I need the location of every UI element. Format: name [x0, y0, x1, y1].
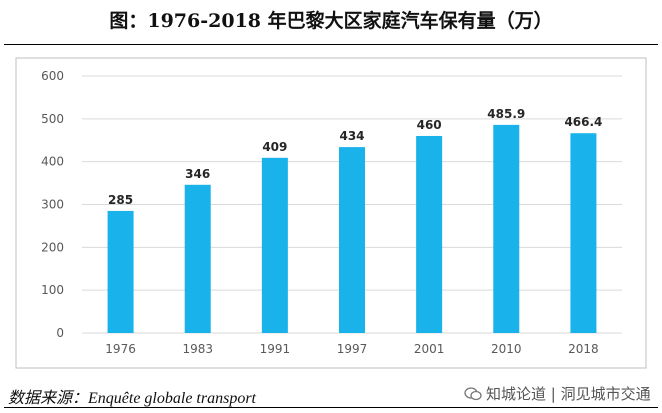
data-label: 466.4: [564, 115, 602, 129]
bar: [416, 135, 443, 333]
y-tick-label: 600: [41, 69, 64, 83]
bar: [107, 210, 134, 333]
y-tick-label: 500: [41, 112, 64, 126]
source-note: 数据来源：Enquête globale transport: [8, 390, 256, 407]
chart-frame: [15, 57, 647, 369]
data-label: 409: [262, 140, 287, 154]
data-label: 460: [417, 118, 442, 132]
x-tick-label: 2018: [568, 342, 599, 356]
page-title: 图：1976-2018 年巴黎大区家庭汽车保有量（万）: [109, 10, 553, 32]
y-tick-label: 400: [41, 155, 64, 169]
x-axis-ticks: 1976 1983 1991 1997 2001 2010 2018: [105, 342, 598, 356]
x-tick-label: 1991: [260, 342, 291, 356]
watermark: 知城论道 | 洞见城市交通: [464, 383, 651, 404]
data-label: 346: [185, 167, 210, 181]
data-label: 485.9: [487, 107, 525, 121]
bar: [261, 157, 288, 333]
gridlines: [82, 75, 622, 334]
bar: [339, 147, 365, 333]
bar: [184, 184, 211, 333]
data-label: 434: [339, 129, 364, 143]
y-axis-ticks: 0 100 200 300 400 500 600: [41, 69, 64, 340]
data-label: 285: [108, 193, 133, 207]
watermark-text: 知城论道 | 洞见城市交通: [486, 385, 651, 403]
y-tick-label: 0: [56, 326, 64, 340]
y-tick-label: 300: [41, 198, 64, 212]
x-tick-label: 1976: [105, 342, 136, 356]
x-tick-label: 1983: [182, 342, 213, 356]
bar: [493, 124, 520, 333]
wechat-icon: [464, 386, 482, 400]
x-tick-label: 2001: [414, 342, 445, 356]
bottom-divider: [4, 407, 658, 408]
bars: [107, 124, 597, 333]
y-tick-label: 200: [41, 240, 64, 254]
bar: [570, 133, 597, 333]
x-tick-label: 1997: [337, 342, 368, 356]
title-divider: [4, 44, 658, 45]
data-labels: 285 346 409 434 460 485.9 466.4: [108, 107, 602, 207]
x-tick-label: 2010: [491, 342, 522, 356]
y-tick-label: 100: [41, 283, 64, 297]
